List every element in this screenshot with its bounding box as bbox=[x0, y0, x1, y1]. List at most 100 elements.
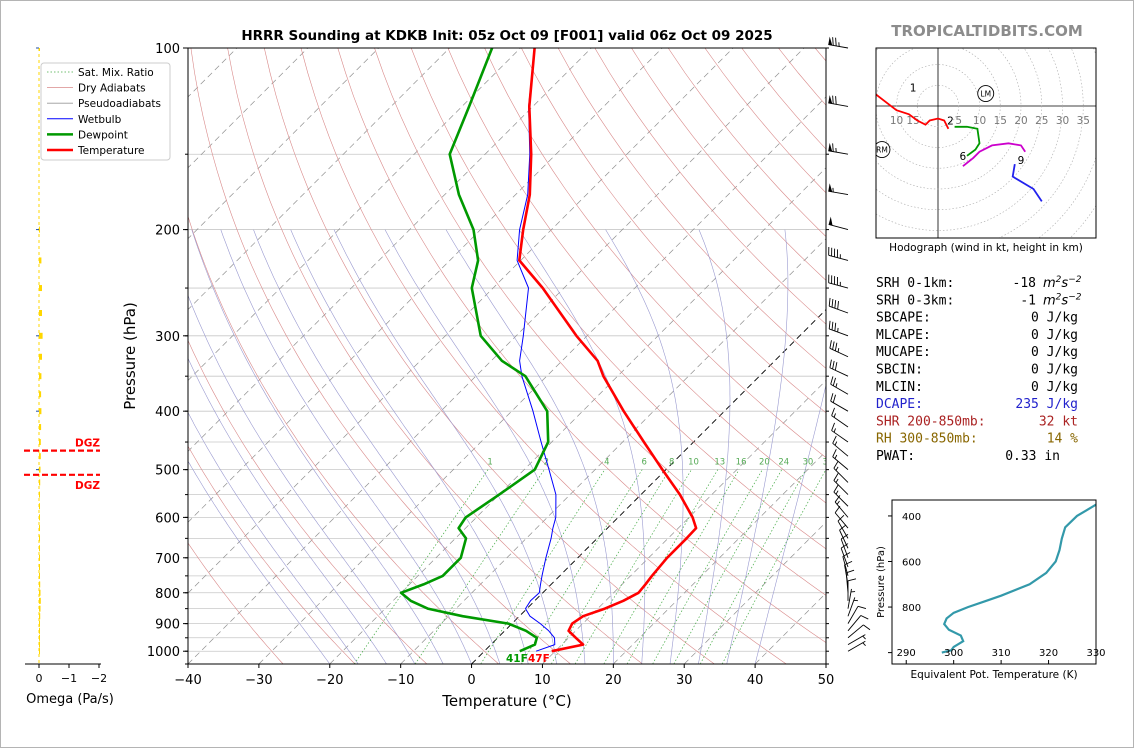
theta-x-tick-label: 330 bbox=[1086, 648, 1105, 659]
barb-full bbox=[835, 37, 837, 46]
storm-motion-label: RM bbox=[876, 146, 888, 155]
skewt-chart: 1 2 4 6 8 10 13 16 20 24 30 36 −40 −30 −20 −10 0 10 20 30 4… bbox=[0, 42, 834, 710]
index-label: MUCAPE: bbox=[876, 345, 931, 360]
hodograph-caption: Hodograph (wind in kt, height in km) bbox=[889, 242, 1083, 254]
isotherm-line bbox=[613, 450, 826, 664]
barb-full bbox=[833, 460, 839, 469]
barb-half bbox=[837, 347, 840, 353]
omega-bar bbox=[39, 353, 42, 360]
mixing-ratio-line bbox=[652, 469, 763, 664]
x-tick-label: −40 bbox=[174, 673, 201, 688]
barb-half bbox=[836, 500, 840, 505]
hodo-segment bbox=[954, 125, 981, 157]
dry-adiabat bbox=[557, 48, 826, 369]
barb-full bbox=[840, 533, 849, 540]
isotherm-line bbox=[188, 48, 734, 594]
x-tick-label: 40 bbox=[747, 673, 764, 688]
barb-staff bbox=[828, 223, 849, 231]
barb-full bbox=[830, 393, 834, 402]
mixing-ratio-line bbox=[699, 469, 807, 664]
barb-staff bbox=[829, 367, 849, 377]
barb-half bbox=[835, 478, 839, 483]
mixing-ratio-label: 30 bbox=[802, 458, 813, 468]
omega-bar bbox=[39, 48, 40, 51]
skewt-grid: 1 2 4 6 8 10 13 16 20 24 30 36 bbox=[0, 48, 833, 664]
barb-full bbox=[832, 341, 835, 350]
moist-adiabat bbox=[518, 229, 646, 664]
index-value: 32 kt bbox=[1039, 414, 1078, 429]
hodo-ring bbox=[876, 48, 1001, 169]
mixing-ratio-label: 6 bbox=[641, 458, 646, 468]
isotherm-line bbox=[471, 308, 826, 664]
x-tick-label: 20 bbox=[605, 673, 622, 688]
barb-flag bbox=[828, 36, 833, 46]
index-unit: m2s−2 bbox=[1043, 292, 1082, 308]
mixing-ratio-label: 13 bbox=[714, 458, 725, 468]
dry-adiabat bbox=[227, 48, 643, 664]
moist-adiabat bbox=[253, 229, 501, 664]
mixing-ratio-label: 36 bbox=[822, 458, 833, 468]
dgz-markers: DGZ DGZ bbox=[24, 438, 100, 492]
x-tick-label: 50 bbox=[818, 673, 835, 688]
mixing-ratio-line bbox=[354, 469, 489, 664]
index-value: 0 J/kg bbox=[1031, 363, 1078, 378]
wind-barb bbox=[828, 247, 849, 261]
unit-base: m bbox=[1043, 276, 1056, 291]
index-label: SHR 200-850mb: bbox=[876, 414, 986, 429]
omega-bar bbox=[39, 641, 40, 648]
index-label: PWAT: bbox=[876, 449, 915, 464]
hodo-ring-label: 15 bbox=[994, 115, 1007, 127]
y-tick-label: 600 bbox=[155, 511, 180, 526]
barb-full bbox=[828, 297, 831, 307]
barb-staff bbox=[847, 624, 864, 639]
index-label: MLCAPE: bbox=[876, 328, 931, 343]
barb-full bbox=[860, 615, 869, 620]
barb-half bbox=[862, 635, 866, 640]
wind-barb bbox=[828, 216, 849, 231]
dry-adiabat bbox=[188, 339, 428, 664]
hodo-ring-label: 20 bbox=[1014, 115, 1027, 127]
wind-barb bbox=[828, 183, 849, 196]
moist-adiabat bbox=[698, 229, 731, 664]
omega-bar bbox=[39, 613, 41, 620]
dry-adiabat bbox=[188, 542, 284, 664]
omega-bar bbox=[39, 466, 41, 473]
moist-adiabat bbox=[188, 294, 416, 664]
wind-barb bbox=[847, 624, 871, 639]
wind-barb bbox=[839, 524, 849, 549]
hodo-ring-label-neg: 10 bbox=[890, 115, 903, 127]
theta-e-ticks: 290 300 310 320 330 400 600 800 bbox=[888, 512, 1106, 664]
y-tick-label: 100 bbox=[155, 42, 180, 57]
hodo-height-label: 6 bbox=[960, 151, 967, 163]
barb-flag bbox=[828, 216, 833, 226]
barb-staff bbox=[829, 347, 849, 358]
hodograph-frame bbox=[875, 47, 1097, 239]
theta-y-tick-label: 600 bbox=[902, 558, 921, 569]
y-tick-label: 400 bbox=[155, 405, 180, 420]
temperature-profile bbox=[517, 48, 698, 653]
omega-bar bbox=[39, 597, 41, 604]
omega-bar bbox=[39, 525, 40, 532]
wind-barb bbox=[833, 460, 849, 483]
index-label: SRH 0-1km: bbox=[876, 276, 954, 291]
isotherm-line bbox=[258, 96, 826, 664]
skewt-ticks: −40 −30 −20 −10 0 10 20 30 40 50 100 200 300 400 500 60… bbox=[147, 42, 834, 688]
hodo-ring bbox=[876, 48, 1022, 190]
x-tick-label: 10 bbox=[534, 673, 551, 688]
theta-y-tick-label: 800 bbox=[902, 603, 921, 614]
barb-full bbox=[832, 95, 834, 104]
omega-bars bbox=[39, 48, 43, 655]
barb-staff bbox=[834, 501, 849, 518]
barb-half bbox=[834, 441, 838, 446]
barb-full bbox=[829, 340, 832, 349]
wind-barb bbox=[847, 588, 856, 609]
index-value: 0.33 in bbox=[1005, 449, 1060, 464]
barb-full bbox=[834, 505, 841, 514]
moist-adiabat bbox=[384, 229, 586, 664]
hodo-height-label: 2 bbox=[947, 116, 954, 128]
index-label: SRH 0-3km: bbox=[876, 293, 954, 308]
isotherm-line bbox=[0, 48, 24, 664]
barb-full bbox=[834, 495, 841, 503]
barb-half bbox=[833, 413, 836, 418]
theta-x-tick-label: 300 bbox=[944, 648, 963, 659]
